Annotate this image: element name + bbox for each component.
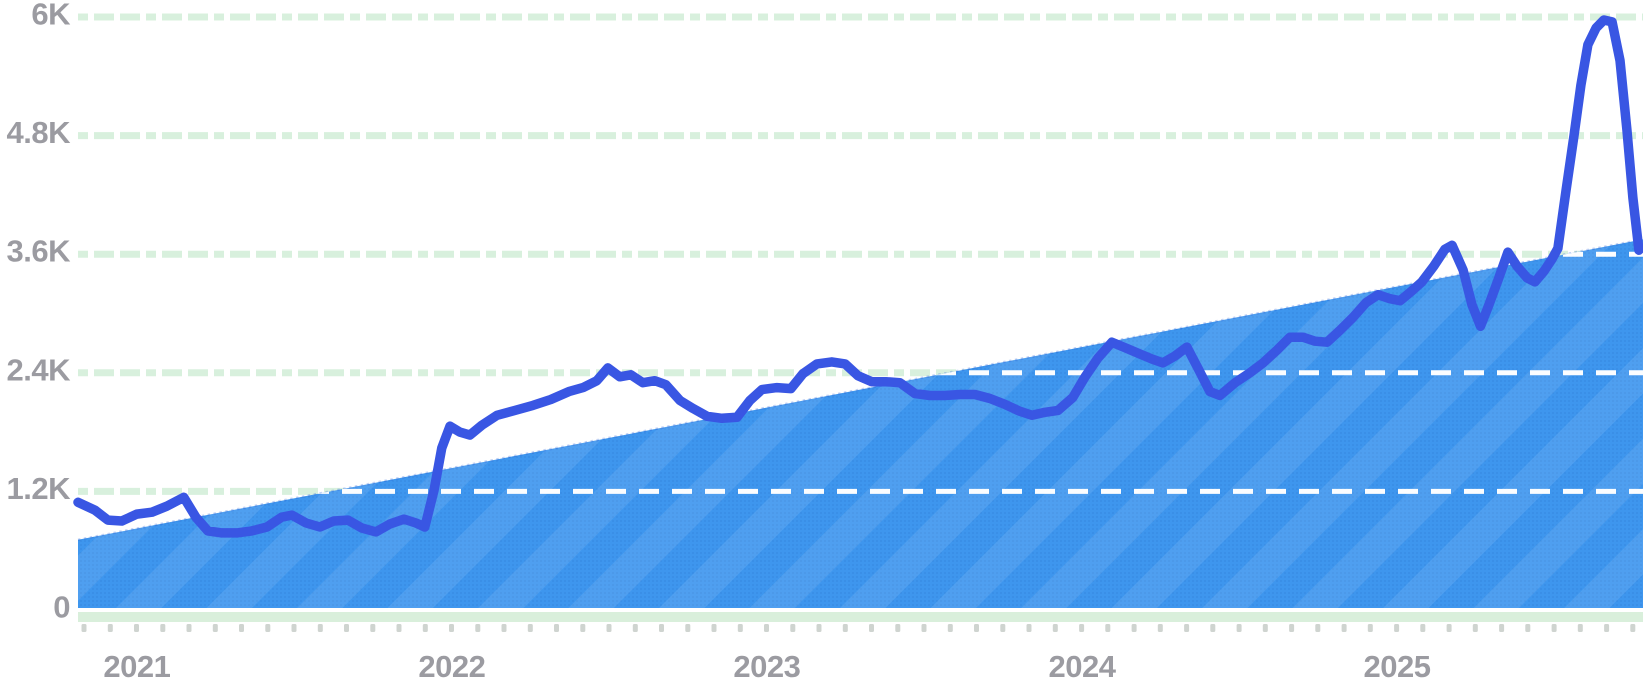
axis-minor-tick bbox=[1210, 624, 1216, 632]
y-axis-label: 4.8K bbox=[7, 115, 72, 150]
axis-minor-tick bbox=[212, 624, 218, 632]
axis-minor-tick bbox=[422, 624, 428, 632]
axis-minor-tick bbox=[449, 624, 454, 632]
axis-baseline bbox=[78, 612, 1643, 622]
y-axis-label: 6K bbox=[31, 0, 71, 32]
y-axis-label: 1.2K bbox=[7, 471, 72, 506]
axis-minor-tick bbox=[632, 624, 638, 632]
axis-minor-tick bbox=[580, 624, 586, 632]
axis-minor-tick bbox=[1551, 624, 1557, 632]
axis-minor-tick bbox=[1157, 624, 1163, 632]
axis-minor-tick bbox=[1262, 624, 1268, 632]
weekly-values-line bbox=[73, 15, 1643, 538]
axis-minor-tick bbox=[1604, 624, 1610, 632]
axis-minor-tick bbox=[816, 624, 822, 632]
axis-minor-tick bbox=[1000, 624, 1006, 632]
axis-minor-tick bbox=[1420, 624, 1426, 632]
y-axis-label: 3.6K bbox=[7, 234, 72, 269]
axis-minor-tick bbox=[501, 624, 507, 632]
x-axis-label: 2024 bbox=[1049, 649, 1117, 684]
axis-baseline-highlight bbox=[78, 608, 1643, 612]
axis-minor-tick bbox=[291, 624, 297, 632]
trend-area-edge bbox=[77, 238, 1643, 542]
axis-minor-tick bbox=[239, 624, 244, 632]
axis-minor-tick bbox=[186, 624, 192, 632]
axis-minor-tick bbox=[81, 624, 87, 632]
axis-minor-tick bbox=[947, 624, 953, 632]
axis-minor-tick bbox=[842, 624, 848, 632]
y-axis-label: 2.4K bbox=[7, 352, 72, 387]
axis-minor-tick bbox=[265, 624, 271, 632]
axis-minor-tick bbox=[1630, 624, 1636, 632]
axis-minor-tick bbox=[1367, 624, 1373, 632]
axis-minor-tick bbox=[475, 624, 481, 632]
axis-minor-tick bbox=[1131, 624, 1137, 632]
x-axis-label: 2022 bbox=[418, 649, 485, 684]
axis-minor-tick bbox=[344, 624, 349, 632]
x-axis-label: 2021 bbox=[103, 649, 170, 684]
axis-minor-tick bbox=[554, 624, 559, 632]
axis-minor-tick bbox=[1026, 624, 1032, 632]
axis-minor-tick bbox=[790, 624, 796, 632]
axis-minor-tick bbox=[1394, 624, 1400, 632]
axis-minor-tick bbox=[134, 624, 139, 632]
x-axis-label: 2023 bbox=[733, 649, 800, 684]
x-axis-label: 2025 bbox=[1364, 649, 1431, 684]
axis-minor-tick bbox=[1577, 624, 1583, 632]
axis-minor-tick bbox=[317, 624, 323, 632]
axis-minor-tick bbox=[685, 624, 691, 632]
axis-minor-tick bbox=[1184, 624, 1190, 632]
axis-minor-tick bbox=[1341, 624, 1347, 632]
axis-minor-tick bbox=[921, 624, 927, 632]
trend-area-stripe-texture bbox=[78, 239, 1643, 610]
axis-minor-tick bbox=[764, 624, 769, 632]
axis-minor-tick bbox=[1079, 624, 1085, 632]
axis-minor-tick bbox=[1446, 624, 1452, 632]
axis-minor-tick bbox=[160, 624, 166, 632]
axis-minor-tick bbox=[895, 624, 901, 632]
axis-minor-tick bbox=[1315, 624, 1321, 632]
axis-minor-tick bbox=[1052, 624, 1058, 632]
axis-minor-tick bbox=[869, 624, 874, 632]
axis-minor-tick bbox=[396, 624, 402, 632]
y-axis-label: 0 bbox=[53, 590, 70, 625]
axis-minor-tick bbox=[1499, 624, 1505, 632]
axis-minor-tick bbox=[370, 624, 376, 632]
axis-minor-tick bbox=[1236, 624, 1242, 632]
axis-minor-tick bbox=[1525, 624, 1531, 632]
axis-minor-tick bbox=[527, 624, 533, 632]
axis-minor-tick bbox=[1472, 624, 1478, 632]
axis-minor-tick bbox=[606, 624, 612, 632]
axis-minor-tick bbox=[1105, 624, 1111, 632]
axis-minor-tick bbox=[711, 624, 717, 632]
axis-minor-tick bbox=[1289, 624, 1295, 632]
axis-minor-tick bbox=[974, 624, 979, 632]
axis-minor-tick bbox=[737, 624, 743, 632]
axis-minor-tick bbox=[659, 624, 664, 632]
axis-minor-tick bbox=[107, 624, 113, 632]
